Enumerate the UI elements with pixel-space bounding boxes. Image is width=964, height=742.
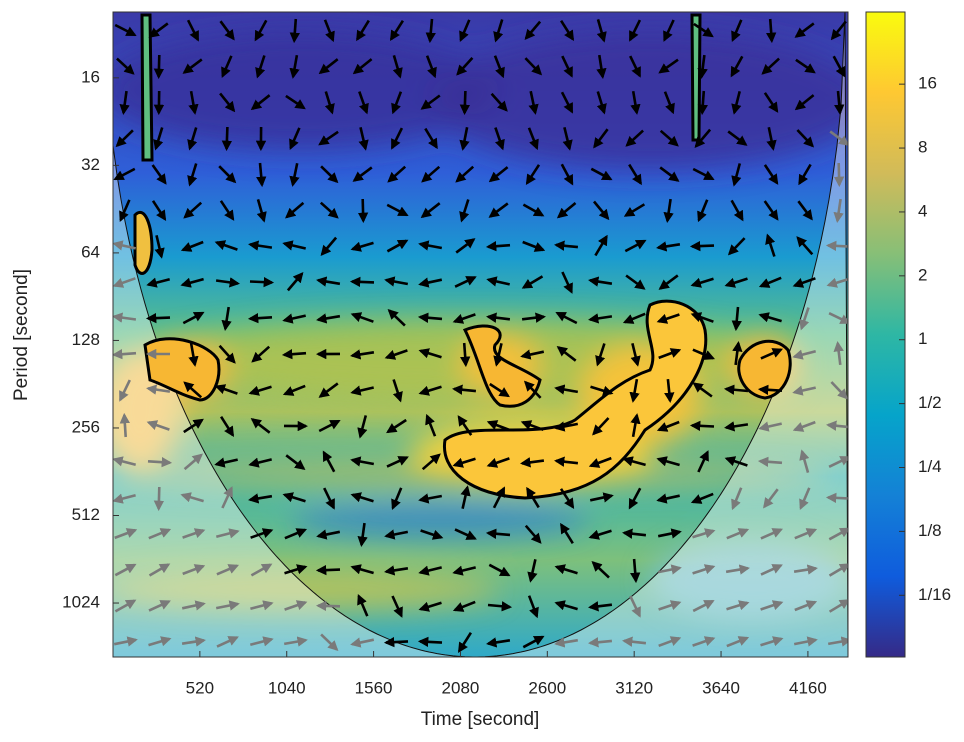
x-tick-label: 2080 xyxy=(442,678,480,697)
colorbar-tick-label: 1/4 xyxy=(918,457,942,476)
colorbar-tick-label: 1/8 xyxy=(918,521,942,540)
x-tick-label: 1560 xyxy=(355,678,393,697)
x-tick-label: 1040 xyxy=(268,678,306,697)
colorbar-tick-label: 16 xyxy=(918,74,937,93)
phase-arrow xyxy=(828,498,850,499)
phase-arrow xyxy=(352,282,374,283)
phase-arrow xyxy=(114,353,136,355)
colorbar xyxy=(866,12,905,657)
phase-arrow xyxy=(760,389,782,390)
phase-arrow xyxy=(760,461,782,463)
y-tick-label: 1024 xyxy=(62,593,100,612)
phase-arrow xyxy=(284,353,306,355)
phase-arrow xyxy=(464,343,466,365)
phase-arrow xyxy=(828,246,850,247)
colorbar-tick-label: 4 xyxy=(918,201,927,220)
colorbar-tick-label: 2 xyxy=(918,265,927,284)
phase-arrow xyxy=(363,199,364,221)
phase-arrow xyxy=(634,559,636,581)
phase-arrow xyxy=(692,426,714,427)
phase-arrow xyxy=(692,246,714,247)
y-tick-label: 16 xyxy=(81,67,100,86)
phase-arrow xyxy=(148,461,170,462)
y-tick-label: 256 xyxy=(72,417,100,436)
x-tick-label: 3120 xyxy=(615,678,653,697)
y-tick-label: 32 xyxy=(81,155,100,174)
phase-arrow xyxy=(250,317,272,318)
phase-arrow xyxy=(839,163,840,185)
y-axis-label: Period [second] xyxy=(11,269,32,401)
heatmap-field xyxy=(100,12,870,657)
phase-arrow xyxy=(420,641,442,642)
phase-arrow xyxy=(148,318,170,319)
phase-arrow xyxy=(465,91,466,113)
phase-arrow xyxy=(488,533,510,535)
phase-arrow xyxy=(420,317,442,319)
y-tick-label: 512 xyxy=(72,505,100,524)
phase-arrow xyxy=(159,487,160,509)
colorbar-tick-label: 1/2 xyxy=(918,393,942,412)
phase-arrow xyxy=(227,127,228,149)
phase-arrow xyxy=(250,282,272,283)
phase-arrow xyxy=(386,641,408,642)
phase-arrow xyxy=(488,245,510,247)
phase-arrow xyxy=(294,19,296,41)
x-tick-label: 520 xyxy=(186,678,214,697)
phase-arrow xyxy=(318,570,340,571)
y-tick-label: 128 xyxy=(72,330,100,349)
phase-arrow xyxy=(770,19,772,41)
phase-arrow xyxy=(124,415,125,437)
colorbar-tick-label: 1/16 xyxy=(918,585,951,604)
colorbar-tick-label: 1 xyxy=(918,329,927,348)
colorbar-tick-label: 8 xyxy=(918,138,927,157)
x-tick-label: 2600 xyxy=(528,678,566,697)
phase-arrow xyxy=(318,606,340,607)
phase-arrow xyxy=(702,91,704,113)
x-tick-label: 3640 xyxy=(702,678,740,697)
x-axis-label: Time [second] xyxy=(421,709,540,730)
phase-arrow xyxy=(159,55,160,77)
x-tick-label: 4160 xyxy=(789,678,827,697)
y-tick-label: 64 xyxy=(81,242,100,261)
